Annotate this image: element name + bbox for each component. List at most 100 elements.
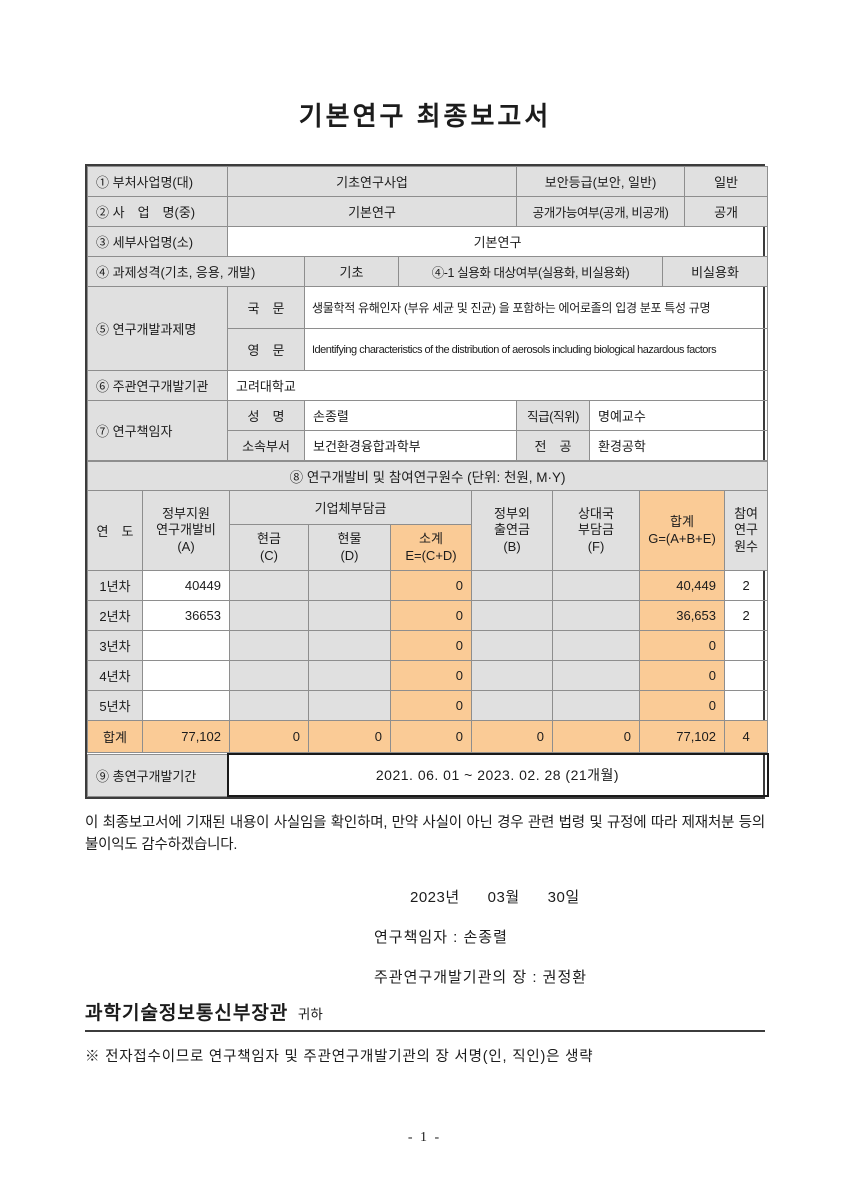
cell-members [723, 690, 769, 721]
cell-partner [552, 600, 640, 631]
cell-in-kind [308, 630, 391, 661]
cell-partner [552, 660, 640, 691]
label-security-level: 보안등급(보안, 일반) [516, 166, 686, 197]
cell-total: 40,449 [639, 570, 725, 601]
page-title: 기본연구 최종보고서 [298, 101, 552, 131]
cell-year: 2년차 [87, 600, 143, 631]
label-practical-use: ④-1 실용화 대상여부(실용화, 비실용화) [397, 256, 664, 287]
cell-total: 0 [639, 690, 725, 721]
col-header-members: 참여 연구원수 [723, 490, 769, 571]
cell-in-kind [308, 690, 391, 721]
declaration-text: 이 최종보고서에 기재된 내용이 사실임을 확인하며, 만약 사실이 아닌 경우… [85, 815, 765, 854]
cell-partner [552, 630, 640, 661]
cell-subtotal: 0 [390, 600, 472, 631]
report-table-stack: ① 부처사업명(대) 기초연구사업 보안등급(보안, 일반) 일반 ② 사 업 … [85, 164, 769, 799]
recipient-line: 과학기술정보통신부장관 귀하 [85, 998, 765, 1032]
row-project-title-eng: 영 문 Identifying characteristics of the d… [88, 328, 769, 371]
cell-total: 0 [639, 630, 725, 661]
report-content: 기본연구 최종보고서 ① 부처사업명(대) 기초연구사업 보안등급(보안, 일반… [85, 101, 769, 1065]
period-table: ⑨ 총연구개발기간 2021. 06. 01 ~ 2023. 02. 28 (2… [87, 753, 769, 797]
value-english-title: Identifying characteristics of the distr… [303, 328, 769, 371]
cell-non-gov [471, 600, 553, 631]
value-dept-program: 기초연구사업 [226, 166, 518, 197]
budget-row-year3: 3년차 0 0 [87, 630, 769, 661]
page-number: - 1 - [407, 1130, 442, 1145]
recipient-honorific: 귀하 [297, 1006, 323, 1022]
budget-table: ⑧ 연구개발비 및 참여연구원수 (단위: 천원, M·Y) 연 도 정부지원 … [86, 461, 769, 753]
row-pi-name: ⑦ 연구책임자 성 명 손종렬 직급(직위) 명예교수 [87, 400, 769, 461]
signature-org-head: 주관연구개발기관의 장 : 권정환 [374, 968, 588, 986]
electronic-submission-note: ※ 전자접수이므로 연구책임자 및 주관연구개발기관의 장 서명(인, 직인)은… [85, 1048, 594, 1065]
cell-non-gov [471, 570, 553, 601]
value-security-level: 일반 [684, 166, 769, 197]
cell-non-gov [471, 630, 553, 661]
label-period: ⑨ 총연구개발기간 [87, 753, 228, 797]
budget-row-total: 합계 77,102 0 0 0 0 0 77,102 4 [87, 720, 769, 753]
cell-non-gov [471, 660, 553, 691]
row-program-name: ② 사 업 명(중) 기본연구 공개가능여부(공개, 비공개) 공개 [87, 196, 769, 227]
cell-year: 5년차 [87, 690, 143, 721]
label-sub-program: ③ 세부사업명(소) [87, 226, 228, 257]
label-project-type: ④ 과제성격(기초, 응용, 개발) [87, 256, 305, 287]
cell-cash [229, 690, 309, 721]
cell-cash-total: 0 [229, 720, 309, 753]
cell-gov-fund [142, 690, 230, 721]
label-english-title: 영 문 [227, 328, 305, 371]
cell-in-kind-total: 0 [308, 720, 391, 753]
cell-members [723, 660, 769, 691]
cell-partner [552, 690, 640, 721]
value-pi-major: 환경공학 [589, 430, 769, 461]
budget-section-title: ⑧ 연구개발비 및 참여연구원수 (단위: 천원, M·Y) [86, 461, 769, 491]
cell-year: 1년차 [87, 570, 143, 601]
cell-gov-fund-total: 77,102 [142, 720, 230, 753]
value-disclosure: 공개 [684, 196, 769, 227]
budget-header-row-1: 연 도 정부지원 연구개발비 (A) 기업체부담금 정부외 출연금 (B) 상대… [87, 490, 769, 571]
cell-members: 2 [723, 570, 769, 601]
cell-in-kind [308, 600, 391, 631]
cell-partner-total: 0 [552, 720, 640, 753]
row-dept-program: ① 부처사업명(대) 기초연구사업 보안등급(보안, 일반) 일반 [87, 166, 769, 197]
col-header-subtotal: 소계 E=(C+D) [390, 524, 472, 571]
row-period: ⑨ 총연구개발기간 2021. 06. 01 ~ 2023. 02. 28 (2… [87, 753, 769, 797]
cell-cash [229, 630, 309, 661]
label-program-name: ② 사 업 명(중) [87, 196, 228, 227]
value-practical-use: 비실용화 [662, 256, 769, 287]
budget-row-year2: 2년차 36653 0 36,653 2 [87, 600, 769, 631]
label-lead-org: ⑥ 주관연구개발기관 [87, 370, 228, 401]
value-period: 2021. 06. 01 ~ 2023. 02. 28 (21개월) [226, 753, 769, 797]
row-pi-dept: 소속부서 보건환경융합과학부 전 공 환경공학 [88, 430, 769, 461]
cell-total: 36,653 [639, 600, 725, 631]
col-header-gov-fund: 정부지원 연구개발비 (A) [142, 490, 230, 571]
label-korean-title: 국 문 [227, 286, 305, 329]
label-project-title: ⑤ 연구개발과제명 [87, 286, 228, 371]
budget-section-title-row: ⑧ 연구개발비 및 참여연구원수 (단위: 천원, M·Y) [86, 461, 769, 491]
cell-in-kind [308, 660, 391, 691]
cell-subtotal: 0 [390, 570, 472, 601]
col-header-company: 기업체부담금 [229, 490, 472, 525]
cell-in-kind [308, 570, 391, 601]
cell-cash [229, 570, 309, 601]
value-sub-program: 기본연구 [226, 226, 769, 257]
col-header-in-kind: 현물 (D) [308, 524, 391, 571]
cell-members [723, 630, 769, 661]
col-header-year: 연 도 [87, 490, 143, 571]
value-pi-dept: 보건환경융합과학부 [303, 430, 518, 461]
cell-gov-fund [142, 660, 230, 691]
col-header-total: 합계 G=(A+B+E) [639, 490, 725, 571]
label-principal-investigator: ⑦ 연구책임자 [87, 400, 228, 461]
cell-total: 0 [639, 660, 725, 691]
info-table: ① 부처사업명(대) 기초연구사업 보안등급(보안, 일반) 일반 ② 사 업 … [87, 166, 769, 461]
value-program-name: 기본연구 [226, 196, 518, 227]
label-pi-major: 전 공 [516, 430, 591, 461]
budget-row-year5: 5년차 0 0 [87, 690, 769, 721]
col-header-partner: 상대국 부담금 (F) [552, 490, 640, 571]
label-pi-name: 성 명 [227, 400, 305, 431]
label-pi-rank: 직급(직위) [516, 400, 591, 431]
label-dept-program: ① 부처사업명(대) [87, 166, 228, 197]
cell-non-gov [471, 690, 553, 721]
row-project-title-kor: ⑤ 연구개발과제명 국 문 생물학적 유해인자 (부유 세균 및 진균) 을 포… [87, 286, 769, 371]
cell-members-total: 4 [723, 720, 769, 753]
value-pi-name: 손종렬 [303, 400, 518, 431]
budget-row-year4: 4년차 0 0 [87, 660, 769, 691]
cell-subtotal: 0 [390, 660, 472, 691]
